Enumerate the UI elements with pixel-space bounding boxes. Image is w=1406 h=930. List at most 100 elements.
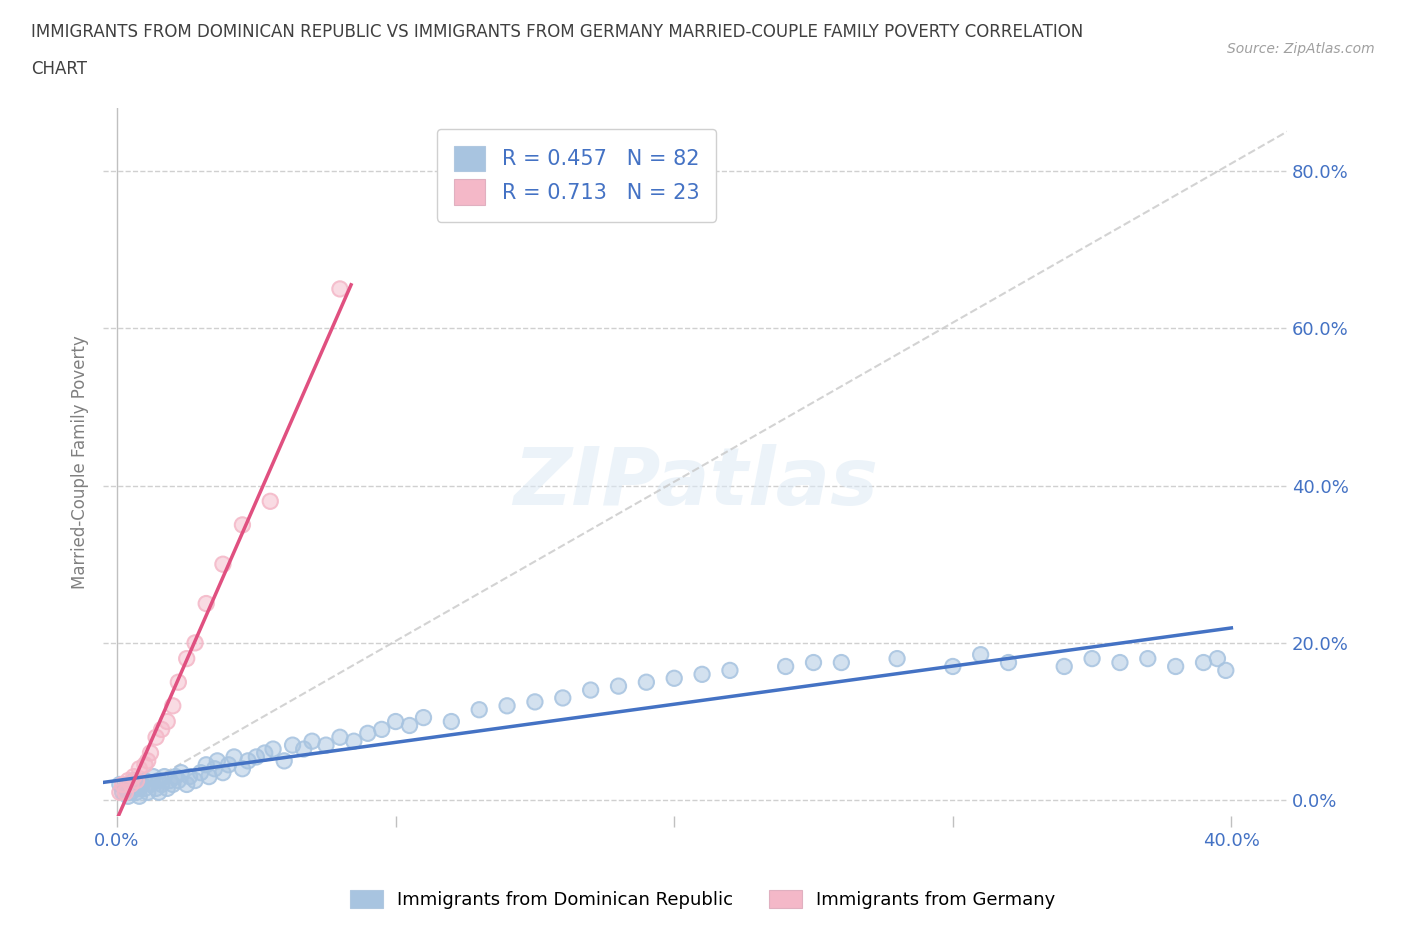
Point <box>128 781 150 796</box>
Point <box>370 722 392 737</box>
Point <box>167 773 190 788</box>
Point <box>329 282 352 297</box>
Point <box>370 722 392 737</box>
Point <box>122 773 145 788</box>
Point <box>159 773 181 788</box>
Point <box>1215 663 1237 678</box>
Point <box>165 769 187 784</box>
Point <box>170 765 193 780</box>
Point <box>176 777 198 792</box>
Point <box>139 746 162 761</box>
Point <box>195 596 218 611</box>
Point <box>262 741 284 756</box>
Point <box>170 765 193 780</box>
Point <box>357 726 380 741</box>
Point <box>125 773 148 788</box>
Point <box>440 714 463 729</box>
Point <box>145 781 167 796</box>
Point <box>664 671 686 685</box>
Point <box>148 773 170 788</box>
Point <box>108 785 131 800</box>
Point <box>145 781 167 796</box>
Point <box>159 773 181 788</box>
Point <box>1109 655 1132 670</box>
Point <box>145 730 167 745</box>
Point <box>315 737 337 752</box>
Point <box>551 690 574 705</box>
Point <box>122 769 145 784</box>
Point <box>184 635 207 650</box>
Point <box>329 730 352 745</box>
Point <box>997 655 1019 670</box>
Point <box>292 741 315 756</box>
Text: IMMIGRANTS FROM DOMINICAN REPUBLIC VS IMMIGRANTS FROM GERMANY MARRIED-COUPLE FAM: IMMIGRANTS FROM DOMINICAN REPUBLIC VS IM… <box>31 23 1083 41</box>
Point <box>108 785 131 800</box>
Point <box>128 762 150 777</box>
Text: ZIPatlas: ZIPatlas <box>513 445 877 523</box>
Point <box>942 659 965 674</box>
Point <box>207 753 229 768</box>
Point <box>262 741 284 756</box>
Point <box>886 651 908 666</box>
Point <box>142 769 165 784</box>
Point <box>803 655 825 670</box>
Point <box>412 711 434 725</box>
Point <box>125 785 148 800</box>
Point <box>664 671 686 685</box>
Point <box>139 777 162 792</box>
Point <box>384 714 406 729</box>
Point <box>218 757 240 772</box>
Point <box>1192 655 1215 670</box>
Point <box>969 647 991 662</box>
Point <box>468 702 491 717</box>
Point <box>125 773 148 788</box>
Point <box>253 746 276 761</box>
Point <box>162 777 184 792</box>
Point <box>1081 651 1104 666</box>
Point <box>128 781 150 796</box>
Point <box>1053 659 1076 674</box>
Point <box>145 730 167 745</box>
Point <box>162 698 184 713</box>
Point <box>1164 659 1187 674</box>
Point <box>195 757 218 772</box>
Point <box>117 773 139 788</box>
Point <box>198 769 221 784</box>
Point <box>167 675 190 690</box>
Point <box>281 737 304 752</box>
Point <box>117 773 139 788</box>
Point <box>148 785 170 800</box>
Point <box>165 769 187 784</box>
Point <box>128 762 150 777</box>
Point <box>803 655 825 670</box>
Point <box>120 777 142 792</box>
Point <box>162 698 184 713</box>
Point <box>134 757 156 772</box>
Point <box>156 781 179 796</box>
Point <box>111 785 134 800</box>
Point <box>468 702 491 717</box>
Point <box>357 726 380 741</box>
Point <box>134 757 156 772</box>
Point <box>607 679 630 694</box>
Point <box>231 762 253 777</box>
Point <box>579 683 602 698</box>
Point <box>273 753 295 768</box>
Point <box>997 655 1019 670</box>
Point <box>636 675 658 690</box>
Point <box>136 785 159 800</box>
Point <box>120 785 142 800</box>
Point <box>134 773 156 788</box>
Point <box>718 663 741 678</box>
Point <box>231 517 253 532</box>
Point <box>1136 651 1159 666</box>
Point <box>167 773 190 788</box>
Point <box>496 698 519 713</box>
Point <box>156 714 179 729</box>
Point <box>942 659 965 674</box>
Point <box>150 722 173 737</box>
Point <box>148 785 170 800</box>
Point <box>120 777 142 792</box>
Point <box>134 781 156 796</box>
Point <box>343 734 366 749</box>
